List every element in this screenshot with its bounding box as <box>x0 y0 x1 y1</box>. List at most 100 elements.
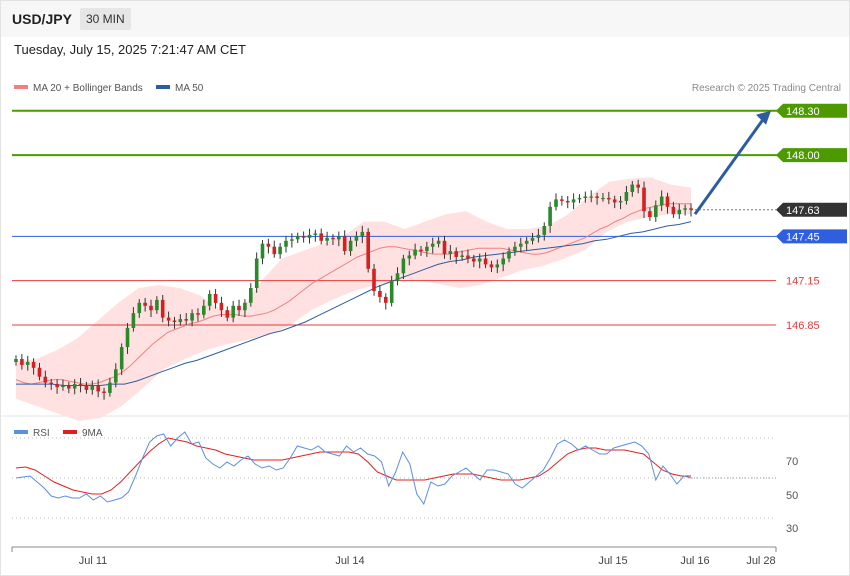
candle-body <box>202 305 206 315</box>
resistance-level-tag <box>776 148 847 163</box>
candle-body <box>436 240 441 244</box>
candle-body <box>137 302 142 314</box>
candle-body <box>477 258 482 262</box>
candle-body <box>425 246 429 252</box>
candle-body <box>460 255 464 257</box>
candle-body <box>677 209 682 215</box>
last-price-tag <box>776 202 847 217</box>
ma50-line <box>16 221 692 386</box>
timeframe-button[interactable]: 30 MIN <box>80 8 131 30</box>
pivot-level-label: 147.45 <box>786 231 820 243</box>
candle-body <box>401 258 406 274</box>
rsi-line <box>15 431 692 506</box>
candle-body <box>489 264 494 268</box>
candle-body <box>548 206 552 226</box>
candle-body <box>166 317 171 321</box>
candle-body <box>313 233 318 235</box>
candle-body <box>90 385 95 390</box>
candle-body <box>337 236 341 240</box>
candle-body <box>442 240 447 255</box>
rsi-tick-label: 50 <box>786 490 798 502</box>
candle-body <box>624 192 629 201</box>
candle-body <box>472 258 476 262</box>
rsi-legend-label: RSI <box>33 428 50 439</box>
x-tick-label: Jul 28 <box>746 555 775 567</box>
ma20-legend-swatch <box>14 85 28 89</box>
pivot-level-tag <box>776 229 847 244</box>
candle-body <box>519 243 523 247</box>
candle-body <box>665 196 670 207</box>
candle-body <box>507 251 511 259</box>
candle-body <box>601 197 605 200</box>
ma50-legend-swatch <box>156 85 170 89</box>
candle-body <box>78 384 83 386</box>
candle-body <box>360 231 365 237</box>
candle-body <box>231 305 235 318</box>
candle-body <box>413 249 417 256</box>
candle-body <box>577 197 582 200</box>
forecast-arrow-head <box>756 110 771 125</box>
candle-body <box>331 237 335 240</box>
candle-body <box>513 246 517 252</box>
candle-body <box>190 313 194 321</box>
candle-body <box>72 384 77 389</box>
x-tick-label: Jul 14 <box>335 555 364 567</box>
candle-body <box>430 243 435 247</box>
candle-body <box>295 236 300 240</box>
candle-body <box>196 313 200 315</box>
candle-body <box>342 236 347 252</box>
candle-body <box>571 199 576 203</box>
copyright-label: Research © 2025 Trading Central <box>692 83 841 94</box>
candle-body <box>55 384 59 388</box>
candle-body <box>178 319 183 323</box>
x-tick-label: Jul 15 <box>598 555 627 567</box>
candle-body <box>565 200 570 203</box>
candle-body <box>560 199 564 201</box>
candle-body <box>119 347 124 370</box>
candle-body <box>595 196 599 198</box>
candle-body <box>607 197 611 200</box>
candle-body <box>160 299 165 318</box>
candle-body <box>642 187 646 212</box>
candle-body <box>395 273 400 281</box>
candle-body <box>583 196 588 198</box>
candle-body <box>407 255 412 259</box>
candle-body <box>207 294 212 306</box>
candle-body <box>14 359 18 362</box>
candle-body <box>530 237 535 241</box>
candle-body <box>448 251 453 255</box>
ma50-legend-label: MA 50 <box>175 83 204 94</box>
candle-body <box>213 294 218 303</box>
candle-body <box>689 208 693 210</box>
candle-body <box>419 249 423 252</box>
candle-body <box>554 199 558 207</box>
candle-body <box>524 240 529 244</box>
candle-body <box>659 196 664 206</box>
rsi-ma-legend-swatch <box>63 430 77 434</box>
candle-body <box>325 237 329 241</box>
candle-body <box>483 258 488 265</box>
candle-body <box>648 211 652 218</box>
candle-body <box>260 243 265 259</box>
candle-body <box>266 243 271 247</box>
x-tick-label: Jul 16 <box>680 555 709 567</box>
candle-body <box>20 359 24 365</box>
candle-body <box>243 302 247 311</box>
candle-body <box>542 226 547 235</box>
candle-body <box>25 361 30 365</box>
rsi-tick-label: 30 <box>786 523 798 535</box>
candle-body <box>49 382 53 385</box>
candle-body <box>319 233 323 241</box>
candle-body <box>372 268 376 291</box>
candle-body <box>454 251 458 257</box>
candle-body <box>495 264 500 268</box>
candle-body <box>278 246 282 255</box>
candle-body <box>348 240 353 252</box>
candle-body <box>155 299 159 311</box>
candle-body <box>67 385 71 389</box>
support-level-label: 147.15 <box>786 276 820 288</box>
ma20-legend-label: MA 20 + Bollinger Bands <box>33 83 143 94</box>
rsi-legend-swatch <box>14 430 28 434</box>
forecast-arrow-line <box>693 115 767 216</box>
